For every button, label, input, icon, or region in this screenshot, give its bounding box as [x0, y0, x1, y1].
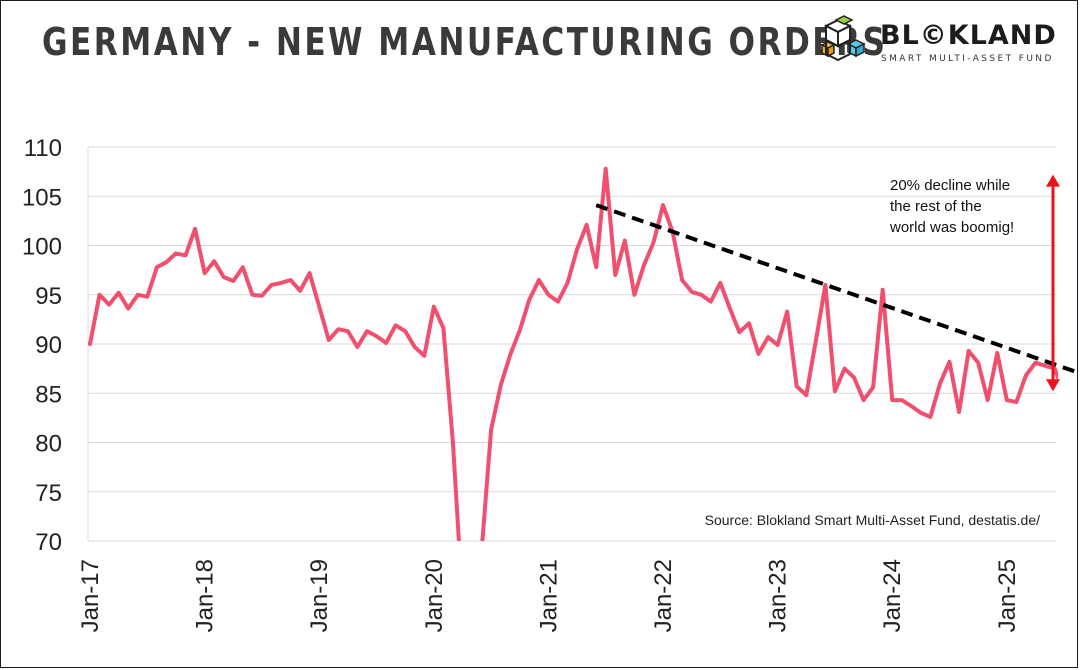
y-tick-label: 80: [35, 431, 62, 458]
y-tick-label: 75: [35, 480, 62, 507]
brand-tagline: SMART MULTI-ASSET FUND: [881, 54, 1054, 64]
x-tick-label: Jan-19: [306, 559, 333, 632]
x-tick-label: Jan-17: [77, 559, 104, 632]
source-note: Source: Blokland Smart Multi-Asset Fund,…: [705, 512, 1040, 528]
x-tick-label: Jan-18: [192, 559, 219, 632]
x-tick-label: Jan-22: [650, 559, 677, 632]
x-tick-label: Jan-24: [879, 559, 906, 632]
range-arrow-head-up: [1046, 174, 1060, 187]
y-tick-label: 100: [22, 234, 62, 261]
y-tick-label: 70: [35, 529, 62, 556]
y-tick-label: 110: [24, 135, 62, 162]
annotation-line: 20% decline while: [890, 177, 1010, 194]
x-tick-label: Jan-21: [535, 559, 562, 632]
cube-logo-icon: [820, 15, 866, 62]
y-tick-label: 85: [35, 381, 62, 408]
brand-name: BL©KLAND: [880, 20, 1057, 51]
x-axis-ticks: Jan-17 Jan-18 Jan-19 Jan-20 Jan-21 Jan-22 Jan-…: [77, 559, 1021, 632]
annotation-line: world was boomig!: [889, 219, 1014, 236]
x-tick-label: Jan-25: [994, 559, 1021, 632]
trend-arrow: [595, 203, 1080, 376]
y-tick-label: 90: [35, 332, 62, 359]
chart-title: GERMANY - NEW MANUFACTURING ORDERS: [42, 20, 888, 64]
range-arrow-head-down: [1046, 379, 1060, 392]
brand-logo: [820, 15, 866, 62]
series-line-new-orders: [88, 166, 1058, 541]
x-tick-label: Jan-23: [765, 559, 792, 632]
decline-range-arrow: [1046, 174, 1060, 392]
y-tick-label: 95: [35, 283, 62, 310]
annotation-line: the rest of the: [890, 198, 982, 215]
x-tick-label: Jan-20: [421, 559, 448, 632]
y-axis-ticks: 110 105 100 95 90 85 80 75 70: [22, 135, 62, 556]
y-tick-label: 105: [22, 184, 62, 211]
decline-annotation: 20% decline while the rest of the world wa…: [889, 177, 1014, 236]
